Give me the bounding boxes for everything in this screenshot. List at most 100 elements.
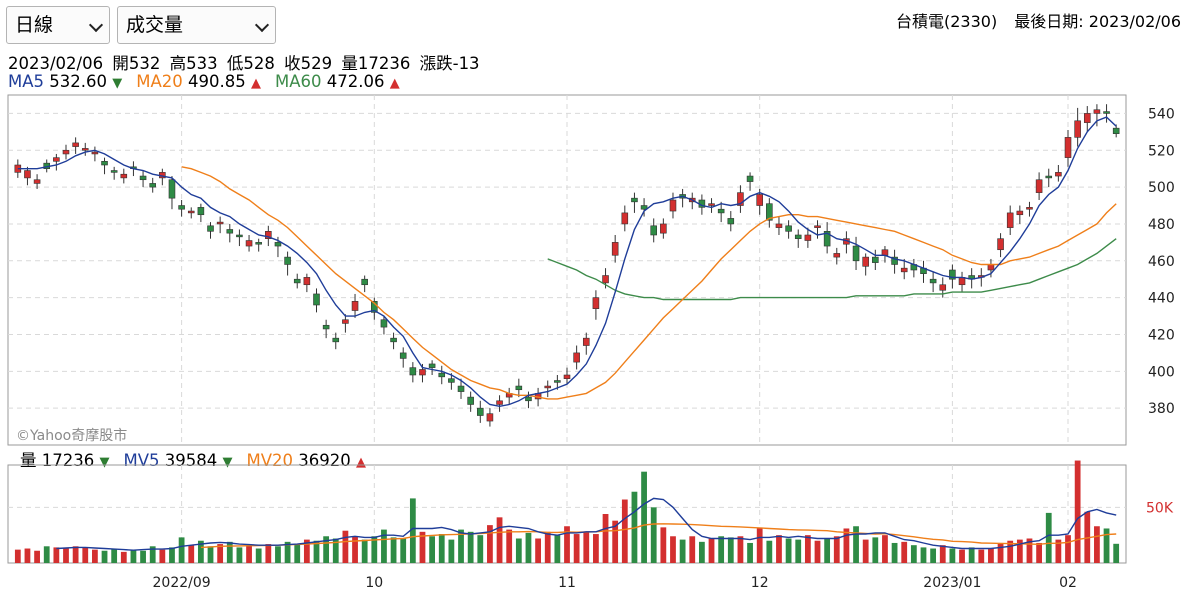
candle-body [342,319,349,324]
candle-body [110,170,118,173]
candle-body [62,149,70,155]
candle-body [949,269,956,280]
candle-body [640,205,648,210]
volume-bar [381,529,387,563]
last-date: 最後日期: 2023/02/06 [1014,12,1181,31]
volume-bar [1026,538,1033,563]
ma-legend-label: MA20 [136,72,183,91]
candle-body [862,256,869,267]
volume-bar [535,538,541,563]
candle-body [216,221,224,225]
candle-body [794,234,802,239]
candle-body [1112,127,1120,134]
ma-legend-label: MA60 [275,72,322,91]
candle-body [448,378,455,383]
volume-bar [544,531,551,563]
candle-body [881,249,889,256]
volume-bar [621,499,628,563]
volume-bar [554,535,561,563]
quote-close: 收529 [284,54,333,73]
volume-bar [34,550,40,563]
triangle-down-icon: ▼ [112,76,123,91]
volume-bar [910,545,917,563]
volume-bar [814,540,821,563]
volume-bar [467,531,474,563]
candle-body [1103,111,1110,114]
candle-body [197,207,205,216]
candle-body [486,413,494,422]
candle-body [852,245,860,262]
quote-high: 高533 [169,54,218,73]
volume-bar [275,546,281,563]
candle-body [207,225,214,232]
candle-body [303,277,311,286]
volume-bar [92,549,98,563]
candle-body [1035,179,1043,193]
candle-body [496,400,503,405]
candle-body [1064,137,1072,158]
volume-bar [766,540,773,563]
candle-body [178,205,185,210]
quote-open: 開532 [112,54,161,73]
candle-body [265,231,272,239]
volume-bar [525,532,532,563]
x-tick-label: 02 [1059,575,1077,591]
volume-bar [1103,528,1110,563]
volume-bar [593,534,599,563]
candle-body [708,203,715,206]
candle-body [322,324,330,330]
volume-bar [776,535,782,563]
volume-bar [303,539,310,563]
volume-bar [82,547,89,563]
volume-bar [660,527,667,563]
x-tick-label: 12 [751,575,769,591]
price-tick-label: 500 [1148,180,1175,196]
ma-legend-value: 490.85 [182,72,252,91]
candle-body [477,407,484,416]
candle-body [785,225,792,232]
volume-bar [448,539,455,563]
volume-bar [641,471,647,563]
ma-legend-value: 472.06 [321,72,390,91]
x-tick-label: 11 [558,575,576,591]
candle-body [631,197,638,203]
volume-bar [708,538,715,563]
volume-bar [332,538,339,563]
quote-date: 2023/02/06 [8,54,104,73]
candle-body [284,256,291,265]
volume-bar [718,536,725,563]
triangle-up-icon: ▲ [389,76,400,91]
candle-body [351,301,359,311]
candle-body [582,337,590,346]
volume-bar [939,545,946,563]
volume-bar [24,548,31,563]
volume-bar [650,507,657,563]
volume-bar [515,538,522,563]
candle-body [554,380,561,383]
period-select[interactable]: 日線 [6,6,110,44]
volume-bar [352,536,358,563]
volume-bar [458,529,464,563]
volume-bar [207,546,214,563]
indicator-select[interactable]: 成交量 [117,6,276,44]
ma20-line [181,166,1117,400]
price-tick-label: 380 [1148,401,1175,417]
volume-bar [140,550,146,563]
volume-bar [1036,542,1042,563]
candle-body [766,203,773,221]
candle-body [467,396,474,405]
candle-body [891,256,898,265]
candle-body [717,208,725,214]
volume-bar [997,542,1004,563]
candle-body [669,199,677,212]
ma-legend-value: 532.60 [44,72,113,91]
volume-bar [1113,543,1120,563]
candle-body [746,175,754,182]
candle-body [900,267,908,273]
volume-bar [496,517,503,563]
volume-bar [72,546,79,563]
candle-body [573,352,580,363]
candle-body [226,229,234,234]
ma-legend-ma20: MA20 490.85 ▲ [136,72,261,91]
candle-body [592,297,600,309]
